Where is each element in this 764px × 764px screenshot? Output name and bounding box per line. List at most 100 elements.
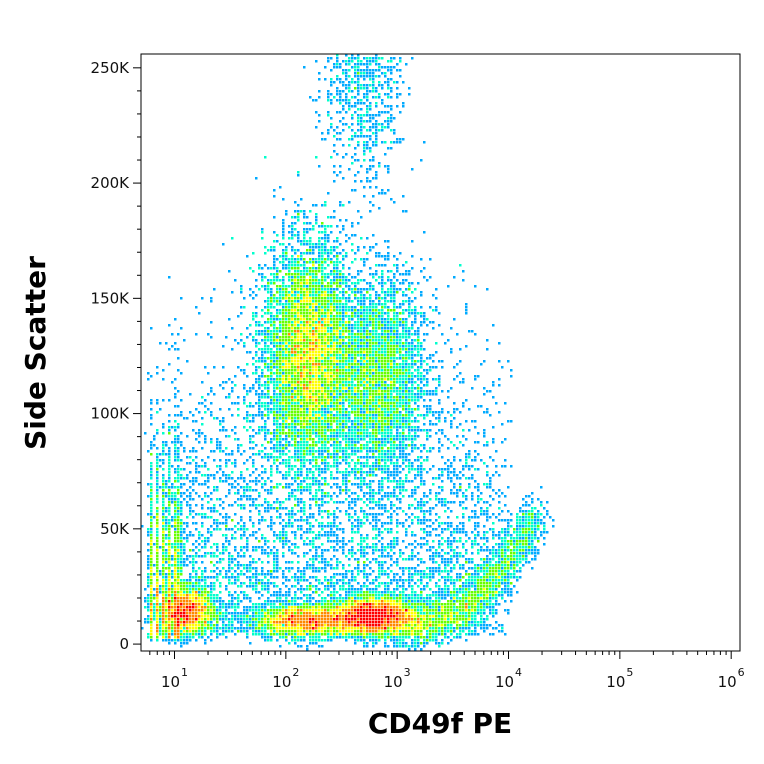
density-cell [288,387,291,390]
density-cell [309,285,312,288]
density-cell [300,339,303,342]
density-cell [360,333,363,336]
density-cell [315,615,318,618]
density-cell [315,420,318,423]
density-cell [336,333,339,336]
density-cell [324,384,327,387]
density-cell [180,612,183,615]
density-cell [318,621,321,624]
density-cell [318,243,321,246]
density-cell [264,246,267,249]
density-cell [321,426,324,429]
density-cell [357,408,360,411]
density-cell [276,234,279,237]
density-cell [378,381,381,384]
density-cell [327,294,330,297]
density-cell [303,426,306,429]
density-cell [312,465,315,468]
density-cell [396,288,399,291]
density-cell [393,390,396,393]
density-cell [273,330,276,333]
density-cell [390,597,393,600]
density-cell [402,444,405,447]
density-cell [321,645,324,648]
density-cell [378,411,381,414]
density-cell [255,627,258,630]
density-cell [387,441,390,444]
density-cell [372,402,375,405]
density-cell [396,600,399,603]
density-cell [279,243,282,246]
density-cell [342,399,345,402]
density-cell [378,600,381,603]
density-cell [375,354,378,357]
density-cell [390,402,393,405]
density-cell [315,504,318,507]
density-cell [402,372,405,375]
density-cell [387,588,390,591]
density-cell [390,270,393,273]
density-cell [411,438,414,441]
density-cell [282,255,285,258]
density-cell [345,384,348,387]
density-cell [279,324,282,327]
density-cell [321,396,324,399]
density-cell [384,630,387,633]
density-cell [327,609,330,612]
density-cell [381,396,384,399]
density-cell [315,216,318,219]
density-cell [324,411,327,414]
density-cell [300,285,303,288]
density-cell [315,381,318,384]
density-cell [330,624,333,627]
density-cell [381,327,384,330]
density-cell [411,411,414,414]
density-cell [378,315,381,318]
density-cell [411,267,414,270]
density-cell [318,420,321,423]
density-cell [330,444,333,447]
density-cell [327,258,330,261]
density-cell [393,375,396,378]
density-cell [408,393,411,396]
density-cell [312,225,315,228]
density-cell [405,420,408,423]
density-cell [375,516,378,519]
density-cell [348,369,351,372]
density-cell [288,330,291,333]
density-cell [354,630,357,633]
density-cell [399,375,402,378]
density-cell [279,399,282,402]
density-cell [330,426,333,429]
density-cell [327,300,330,303]
density-cell [141,627,144,630]
density-cell [285,339,288,342]
density-cell [384,291,387,294]
density-cell [186,633,189,636]
density-cell [336,447,339,450]
density-cell [156,621,159,624]
density-cell [309,369,312,372]
density-cell [327,285,330,288]
density-cell [321,477,324,480]
density-cell [324,417,327,420]
density-cell [258,321,261,324]
density-cell [291,315,294,318]
density-cell [375,333,378,336]
density-cell [426,369,429,372]
density-cell [342,369,345,372]
density-cell [297,372,300,375]
density-cell [363,516,366,519]
density-cell [273,300,276,303]
density-cell [309,324,312,327]
density-cell [312,471,315,474]
density-cell [294,636,297,639]
density-cell [270,612,273,615]
density-cell [402,402,405,405]
density-cell [174,639,177,642]
density-cell [372,453,375,456]
density-cell [351,375,354,378]
density-cell [426,615,429,618]
density-cell [420,348,423,351]
density-cell [330,252,333,255]
